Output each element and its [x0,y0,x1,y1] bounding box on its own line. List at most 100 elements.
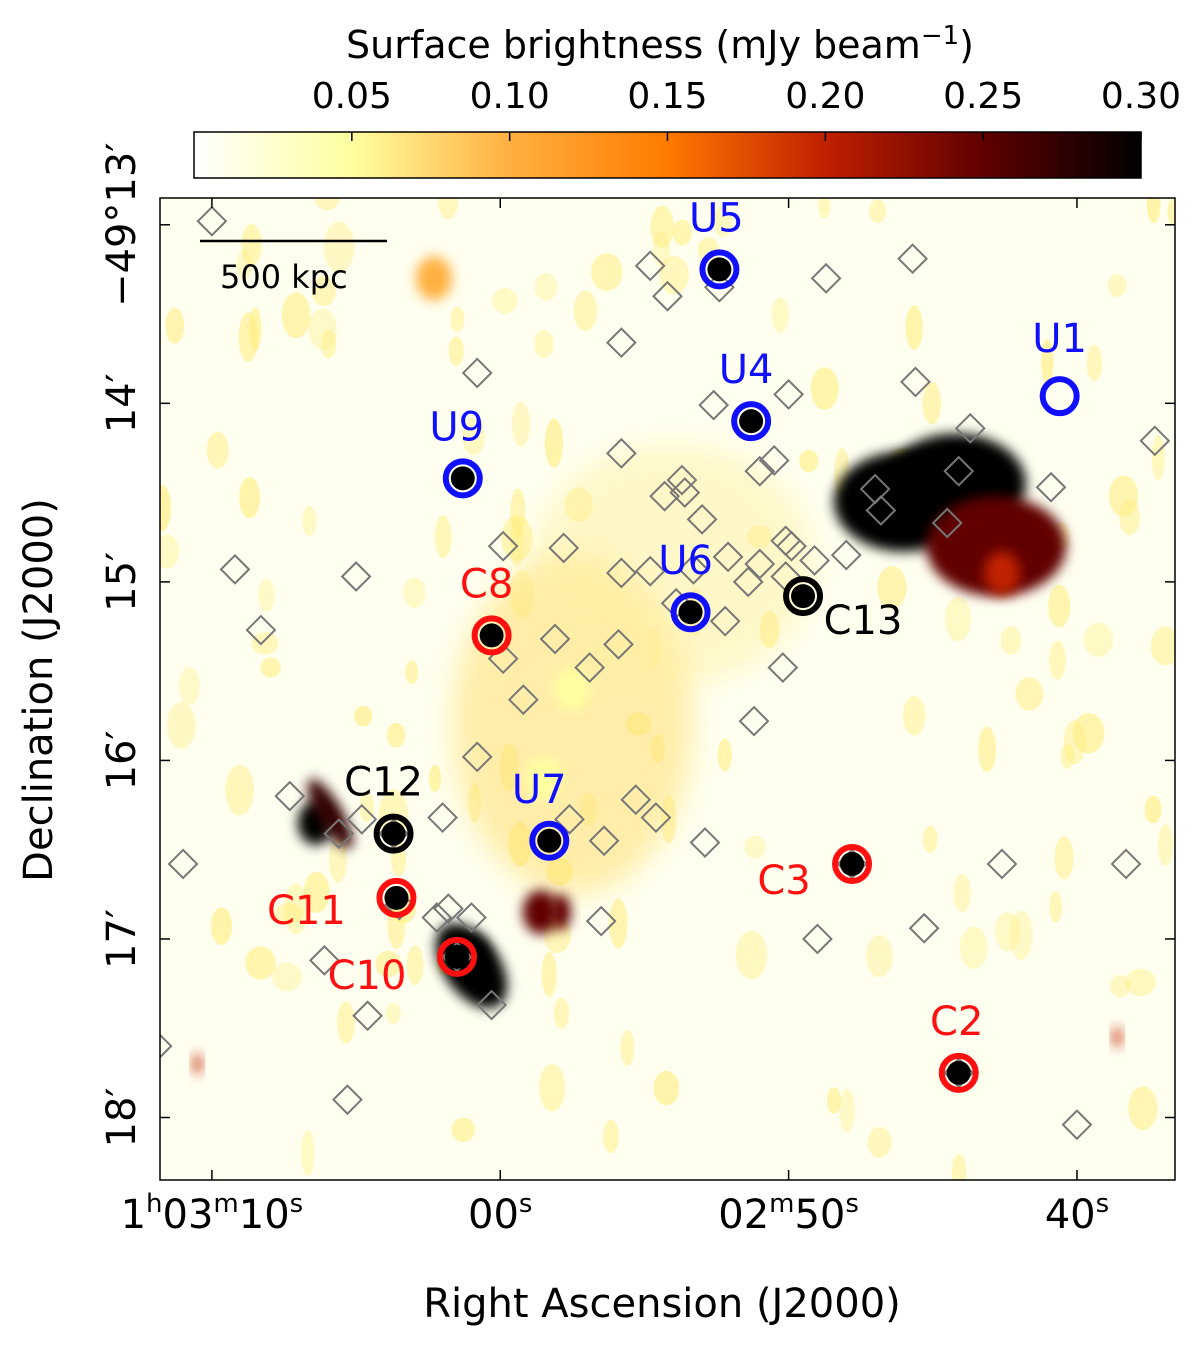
noise-speckle [406,945,424,986]
member-galaxy-diamond [830,539,862,571]
colorbar-tick-label: 0.20 [785,76,865,117]
source-label: U5 [689,195,744,241]
emission-layer [193,256,1122,1074]
source-u4: U4 [719,347,774,442]
emission-blob [983,550,1020,595]
member-galaxy-diamond [900,366,931,398]
noise-speckle [451,1117,476,1143]
source-label: U9 [429,404,484,450]
source-circle [938,1052,979,1093]
member-galaxy-diamond [666,464,698,496]
colorbar-tick-label: 0.10 [470,76,550,117]
member-galaxy-diamond [574,652,606,683]
source-core [707,257,732,282]
noise-speckle [1108,475,1139,517]
source-circle [1039,376,1080,417]
noise-speckle [281,292,311,339]
noise-speckle [428,764,441,792]
noise-speckle [241,223,262,266]
source-circle [529,820,570,861]
member-galaxy-diamond [776,530,807,562]
noise-speckle [1049,890,1063,923]
noise-speckle [994,912,1021,952]
member-galaxy-diamond [802,923,833,955]
noise-speckle [1086,344,1103,381]
noise-speckle [1083,622,1114,657]
y-tick-labels: −49°13′ 14′ 15′ 16′ 17′ 18′ [99,143,145,1148]
noise-speckle [225,764,255,816]
member-galaxy-diamond [605,327,637,359]
noise-speckle [602,1119,619,1154]
member-galaxy-diamond [274,780,306,812]
source-label: U6 [658,538,713,584]
member-galaxy-diamond [1110,848,1142,880]
noise-speckle [839,1088,855,1133]
member-galaxy-diamond [931,507,963,539]
axis-ticks [160,198,1175,1180]
noise-speckle [591,253,623,291]
noise-speckle [1167,198,1175,226]
source-label: C10 [328,953,407,999]
noise-speckle [539,1063,565,1112]
source-c2: C2 [930,999,983,1093]
member-galaxy-diamond [865,495,897,526]
member-galaxy-diamond [686,503,718,535]
source-core [840,851,865,876]
member-galaxy-diamond [1139,425,1171,457]
member-galaxy-diamond [554,803,585,835]
source-c10: C10 [328,936,478,999]
noise-speckle [321,329,337,359]
colorbar-tick-label: 0.30 [1101,76,1181,117]
noise-speckle [659,255,689,295]
noise-speckle [245,946,276,980]
member-galaxy-diamond [640,802,672,833]
noise-speckle [403,577,426,609]
noise-speckle [448,336,464,366]
member-galaxy-diamond [461,741,493,773]
member-galaxy-diamond [346,803,378,835]
member-galaxy-diamond [323,818,355,850]
noise-speckle [1107,274,1127,298]
source-core [537,828,562,853]
noise-speckle [260,657,281,678]
noise-speckle [672,219,693,246]
noise-speckle [959,926,988,969]
noise-speckle [302,505,317,537]
noise-speckle [1048,584,1071,628]
y-tick-label: 18′ [99,1088,145,1148]
member-galaxy-diamond [799,545,830,576]
y-axis-label: Declination (J2000) [16,498,62,882]
member-galaxy-diamond [605,437,637,469]
member-galaxy-diamond [1061,1109,1093,1141]
noise-speckle [178,667,200,705]
noise-speckle [336,1001,355,1044]
noise-speckle [375,950,402,978]
noise-speckle [1060,743,1075,769]
noise-speckle [818,198,831,219]
member-galaxy-diamond [603,628,634,660]
noise-speckle [771,297,789,333]
noise-speckle [869,199,887,224]
member-galaxy-diamond [634,555,666,587]
source-label: U4 [719,347,774,393]
noise-speckle [272,962,302,992]
noise-speckle [534,330,554,359]
member-galaxy-diamond [652,280,683,312]
member-galaxy-diamond [432,893,464,925]
x-tick-label: 02m50s [718,1189,859,1238]
member-galaxy-diamond [767,652,799,683]
noise-speckle [1063,719,1086,765]
source-c13: C13 [783,576,902,644]
colorbar-label-main: Surface brightness (mJy beam [346,23,921,67]
noise-speckle [744,835,767,859]
noise-speckle [167,701,196,749]
source-c12: C12 [344,760,423,854]
noise-speckle [952,1153,967,1180]
noise-speckle [160,484,172,532]
member-galaxy-diamond [308,944,340,976]
noise-speckle [385,1003,401,1025]
noise-speckle [1049,640,1066,680]
noise-speckle [165,307,185,344]
colorbar-tick-labels: 0.05 0.10 0.15 0.20 0.25 0.30 [312,76,1181,117]
noise-speckle [903,696,926,736]
